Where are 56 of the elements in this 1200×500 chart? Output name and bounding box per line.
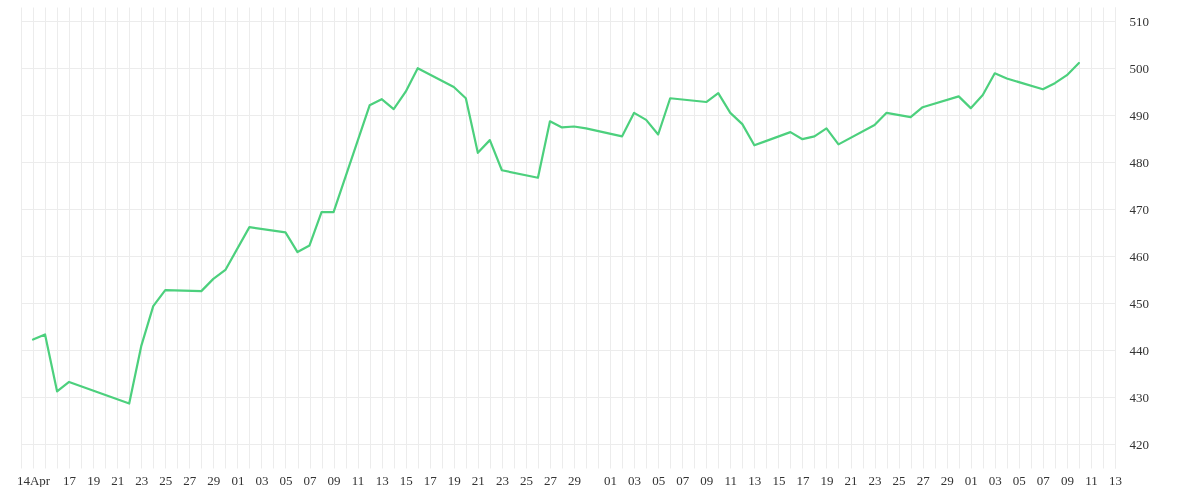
y-tick-label: 460 [1129, 248, 1149, 264]
y-tick-label: 470 [1129, 201, 1149, 217]
x-tick-label: 05 [652, 472, 666, 488]
x-tick-label: 01 [231, 472, 245, 488]
x-tick-label: 05 [279, 472, 293, 488]
y-tick-label: 420 [1129, 436, 1149, 452]
x-tick-label: 17 [796, 472, 810, 488]
x-tick-label: 09 [700, 472, 714, 488]
x-tick-label: 21 [471, 472, 485, 488]
y-tick-label: 450 [1129, 295, 1149, 311]
x-tick-label: 15 [399, 472, 413, 488]
x-tick-label: 27 [543, 472, 558, 488]
x-tick-label: 07 [676, 472, 690, 488]
x-tick-label: 23 [135, 472, 149, 488]
x-tick-label: 25 [159, 472, 173, 488]
x-tick-label: 19 [820, 472, 834, 488]
x-tick-label: 11 [1085, 472, 1098, 488]
x-tick-label: 03 [255, 472, 269, 488]
x-tick-label: 21 [844, 472, 858, 488]
x-tick-label: 01 [604, 472, 618, 488]
x-tick-label: 03 [988, 472, 1002, 488]
x-tick-label: 27 [916, 472, 931, 488]
x-tick-label: 09 [327, 472, 341, 488]
x-tick-label: 27 [183, 472, 197, 488]
x-tick-label: 23 [868, 472, 882, 488]
x-tick-label: 07 [1036, 472, 1051, 488]
x-tick-label: 25 [892, 472, 906, 488]
x-tick-label: 03 [628, 472, 642, 488]
x-tick-label: 13 [375, 472, 389, 488]
x-tick-label: 13 [1109, 472, 1122, 488]
x-tick-label: 09 [1060, 472, 1074, 488]
y-tick-label: 440 [1129, 342, 1149, 358]
x-tick-label: 23 [495, 472, 509, 488]
x-tick-label: 29 [568, 472, 582, 488]
y-tick-label: 480 [1129, 154, 1149, 170]
x-tick-label: 11 [724, 472, 738, 488]
x-tick-label: 19 [87, 472, 101, 488]
x-tick-label: 29 [207, 472, 221, 488]
x-tick-label: 07 [303, 472, 318, 488]
y-tick-label: 510 [1129, 13, 1149, 29]
x-tick-label: 21 [111, 472, 125, 488]
x-tick-label: 25 [519, 472, 533, 488]
x-tick-label: 14Apr [16, 472, 51, 488]
x-tick-label: 01 [964, 472, 978, 488]
x-tick-label: 17 [63, 472, 77, 488]
y-tick-label: 500 [1129, 60, 1149, 76]
x-tick-label: 29 [940, 472, 954, 488]
x-tick-label: 13 [748, 472, 762, 488]
y-tick-label: 490 [1129, 107, 1149, 123]
x-tick-label: 17 [423, 472, 438, 488]
x-tick-label: 11 [351, 472, 365, 488]
line-series [31, 61, 1081, 405]
x-tick-label: 15 [772, 472, 786, 488]
x-tick-label: 05 [1012, 472, 1026, 488]
y-tick-label: 430 [1129, 389, 1149, 405]
x-tick-label: 19 [447, 472, 461, 488]
